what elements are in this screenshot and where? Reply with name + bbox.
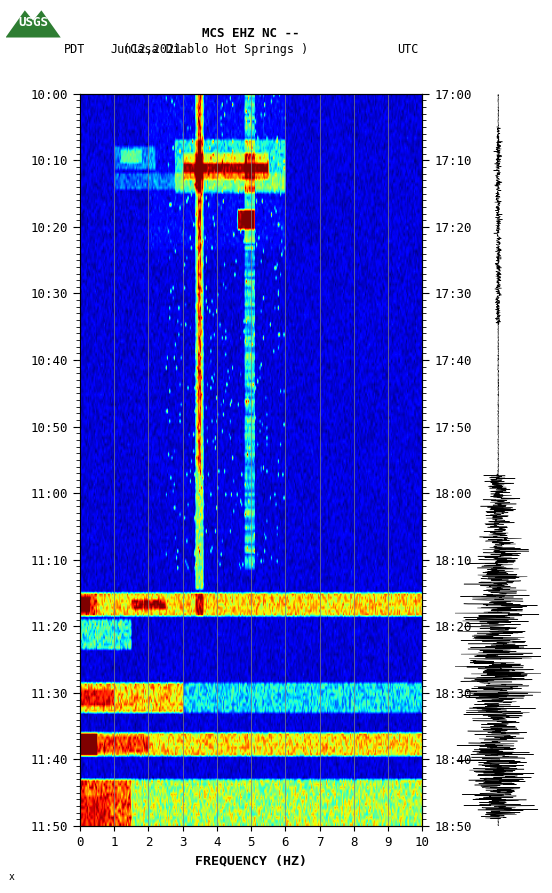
Text: USGS: USGS	[18, 16, 48, 29]
Text: (Casa Diablo Hot Springs ): (Casa Diablo Hot Springs )	[123, 43, 308, 55]
Polygon shape	[6, 11, 61, 38]
Text: MCS EHZ NC --: MCS EHZ NC --	[203, 28, 300, 40]
Text: UTC: UTC	[397, 43, 419, 55]
Text: Jun12,2021: Jun12,2021	[110, 43, 182, 55]
Text: x: x	[8, 872, 14, 882]
X-axis label: FREQUENCY (HZ): FREQUENCY (HZ)	[195, 855, 307, 867]
Text: PDT: PDT	[63, 43, 85, 55]
